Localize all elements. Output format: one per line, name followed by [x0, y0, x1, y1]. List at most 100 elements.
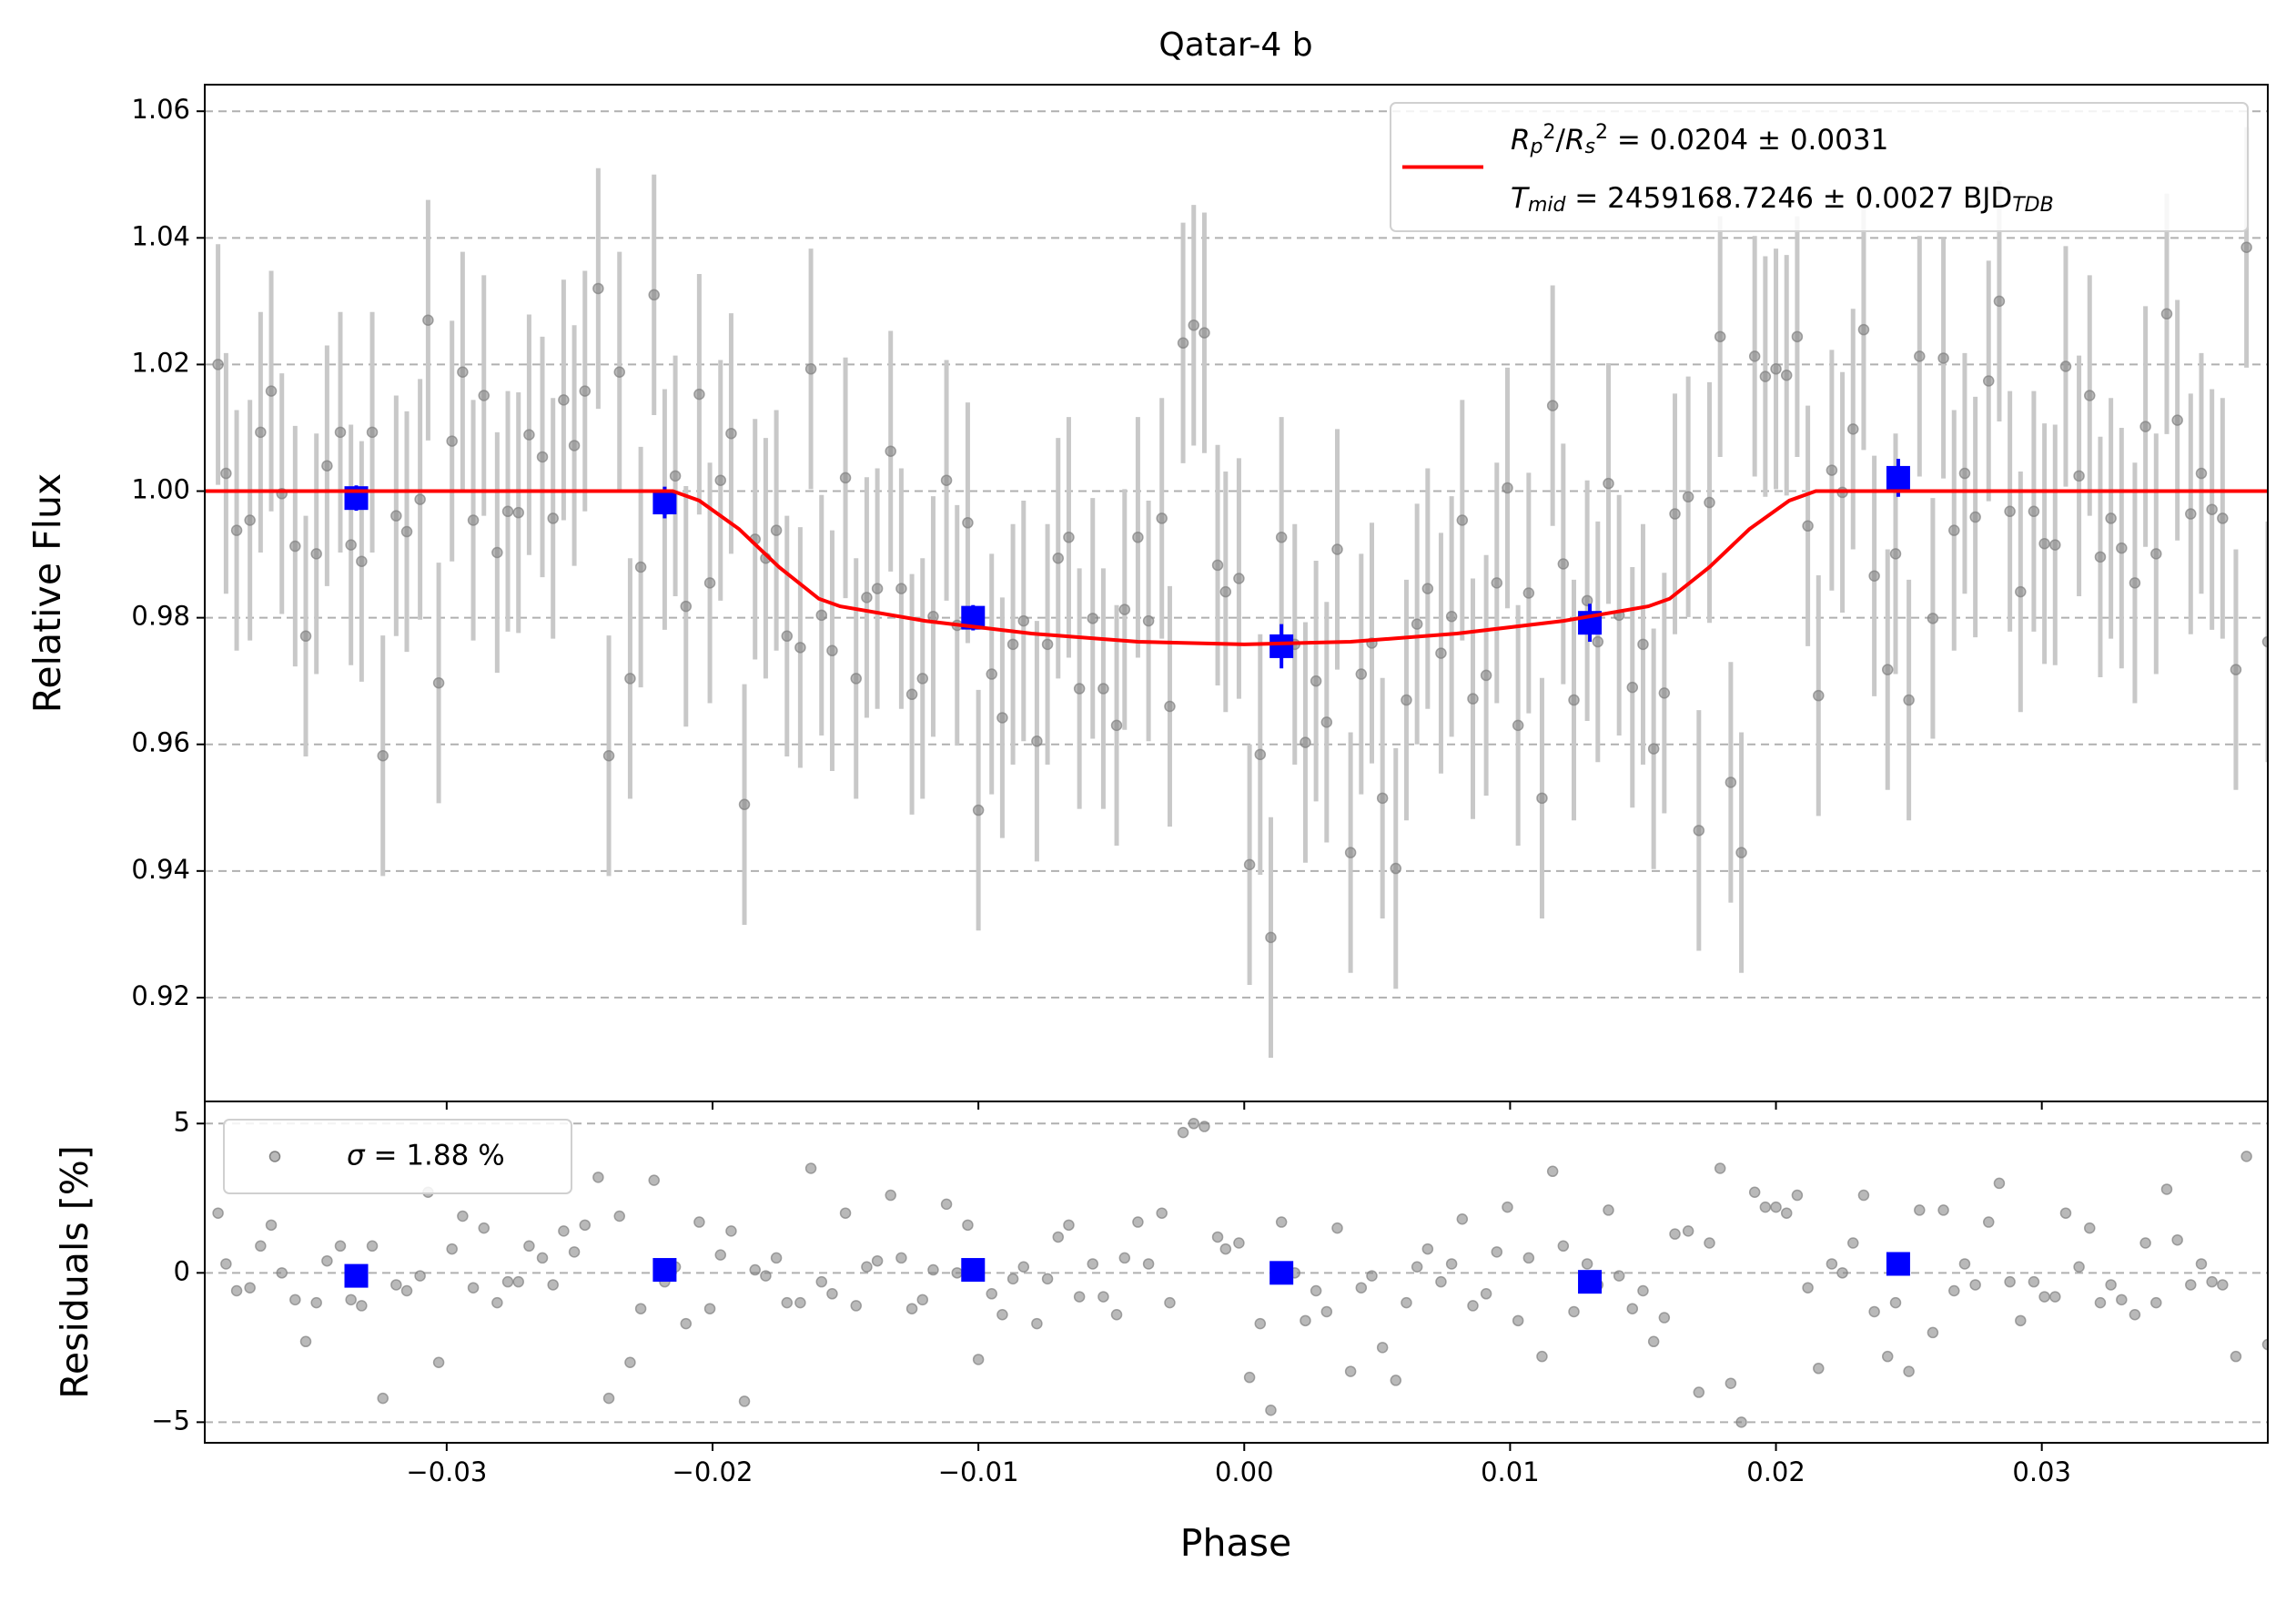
data-point	[602, 1392, 615, 1405]
data-point	[568, 1246, 581, 1258]
data-point	[547, 512, 559, 524]
data-point	[1006, 638, 1019, 651]
data-point	[1006, 1273, 1019, 1285]
data-point	[2015, 585, 2027, 598]
data-point	[738, 798, 751, 811]
data-point	[491, 546, 503, 559]
data-point	[1536, 1350, 1548, 1363]
data-point	[1411, 1261, 1423, 1273]
data-point	[634, 1303, 647, 1314]
data-point	[1693, 825, 1705, 837]
data-point	[289, 540, 301, 553]
data-point	[749, 1263, 761, 1276]
data-point	[1491, 577, 1503, 589]
legend-text-part: R	[1511, 124, 1531, 157]
data-point	[2116, 1294, 2128, 1306]
data-point	[794, 642, 806, 654]
data-point	[244, 514, 256, 526]
x-tick-label: −0.02	[673, 1456, 754, 1487]
data-point	[1435, 647, 1447, 659]
data-point	[1331, 1222, 1343, 1234]
chart-title: Qatar-4 b	[1158, 26, 1312, 64]
data-point	[400, 1284, 413, 1297]
data-point	[2094, 551, 2107, 563]
data-point	[478, 390, 490, 401]
data-point	[1366, 1270, 1378, 1282]
data-point	[1355, 668, 1368, 680]
data-point	[1211, 1231, 1224, 1243]
data-point	[1626, 1303, 1639, 1314]
data-point	[299, 630, 312, 643]
data-point	[804, 1162, 817, 1174]
data-point	[1813, 1363, 1825, 1375]
data-point	[1682, 491, 1694, 503]
data-point	[457, 1210, 469, 1223]
data-point	[986, 668, 997, 680]
data-point	[1435, 1275, 1447, 1288]
data-point	[1748, 1186, 1761, 1198]
data-point	[634, 561, 647, 573]
data-point	[1300, 1314, 1311, 1327]
legend-text-part: = 2459168.7246 ± 0.0027 BJD	[1565, 182, 2012, 215]
data-point	[2004, 505, 2016, 518]
data-point	[1603, 477, 1614, 490]
data-point	[804, 363, 817, 375]
data-point	[356, 555, 368, 567]
data-point	[2195, 467, 2208, 480]
legend-marker	[268, 1151, 281, 1162]
data-point	[501, 505, 514, 518]
data-point	[1603, 1204, 1614, 1216]
legend-box	[223, 1119, 572, 1194]
data-point	[310, 548, 322, 560]
data-point	[558, 394, 570, 406]
data-point	[781, 1296, 794, 1309]
data-point	[703, 577, 716, 589]
data-point	[680, 600, 693, 613]
data-point	[839, 1207, 852, 1219]
x-tick-label: 0.02	[1746, 1456, 1805, 1487]
data-point	[1310, 1284, 1322, 1297]
binned-point	[1269, 1261, 1294, 1285]
data-point	[1275, 1216, 1288, 1228]
data-point	[1275, 532, 1288, 543]
data-point	[1177, 337, 1189, 350]
data-point	[2185, 1279, 2197, 1291]
data-point	[1889, 1296, 1902, 1309]
data-point	[2240, 241, 2252, 253]
data-point	[1948, 1284, 1960, 1297]
data-point	[2217, 512, 2229, 524]
data-point	[1546, 1165, 1559, 1178]
data-point	[1847, 423, 1859, 435]
data-point	[220, 467, 232, 480]
data-point	[1233, 573, 1245, 584]
data-point	[1254, 1317, 1267, 1330]
data-point	[400, 525, 413, 538]
data-point	[1320, 716, 1333, 728]
data-point	[289, 1294, 301, 1306]
data-point	[1132, 532, 1144, 543]
y-tick-label: −5	[151, 1405, 190, 1436]
data-point	[1132, 1216, 1144, 1228]
data-point	[1546, 400, 1559, 411]
data-point	[2206, 503, 2218, 515]
data-point	[2049, 539, 2061, 551]
data-point	[2261, 1338, 2268, 1351]
legend-label: Rp2/Rs2 = 0.0204 ± 0.0031	[1511, 121, 1888, 157]
data-point	[1637, 1284, 1649, 1297]
data-point	[1243, 858, 1256, 871]
data-point	[680, 1317, 693, 1330]
legend-text-part: 2	[1595, 121, 1608, 144]
data-point	[850, 673, 862, 685]
data-point	[1265, 1404, 1277, 1416]
legend-label: σ = 1.88 %	[347, 1139, 505, 1172]
y-tick-label: 0.94	[131, 854, 190, 885]
data-point	[579, 1219, 592, 1232]
data-point	[457, 366, 469, 379]
model-line	[205, 489, 2268, 646]
legend-text-part: = 0.0204 ± 0.0031	[1608, 124, 1888, 157]
data-point	[885, 1189, 896, 1202]
data-point	[265, 1219, 278, 1232]
data-point	[1868, 570, 1880, 582]
data-point	[2129, 577, 2141, 589]
